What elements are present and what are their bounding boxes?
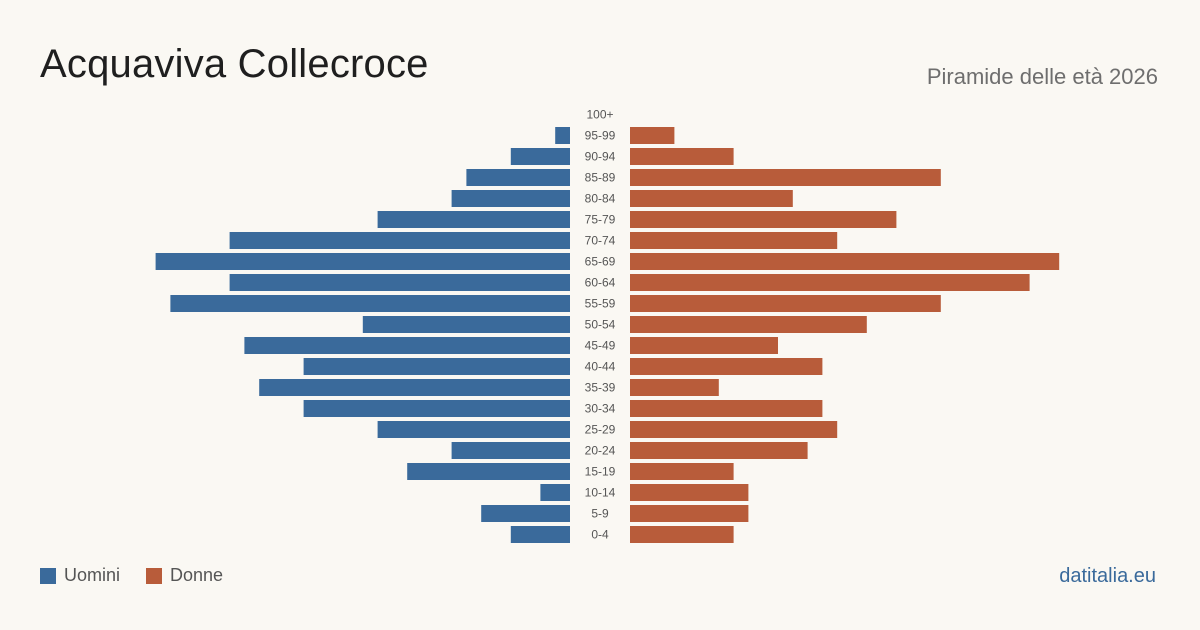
bar-women-80-84 <box>630 190 793 207</box>
bar-women-35-39 <box>630 379 719 396</box>
bar-women-55-59 <box>630 295 941 312</box>
bar-men-60-64 <box>229 274 570 291</box>
bar-women-75-79 <box>630 211 897 228</box>
bar-men-70-74 <box>229 232 570 249</box>
bar-men-50-54 <box>362 316 570 333</box>
bar-men-90-94 <box>510 148 570 165</box>
bar-women-60-64 <box>630 274 1030 291</box>
chart-subtitle: Piramide delle età 2026 <box>926 64 1158 89</box>
bar-women-10-14 <box>630 484 749 501</box>
bar-women-5-9 <box>630 505 749 522</box>
age-label-35-39: 35-39 <box>585 381 616 395</box>
bar-men-65-69 <box>155 253 570 270</box>
brand-link[interactable]: datitalia.eu <box>1059 565 1156 587</box>
bar-men-25-29 <box>377 421 570 438</box>
bar-men-95-99 <box>555 127 570 144</box>
bar-women-85-89 <box>630 169 941 186</box>
age-label-20-24: 20-24 <box>585 444 616 458</box>
bar-women-90-94 <box>630 148 734 165</box>
bar-women-0-4 <box>630 526 734 543</box>
age-label-100plus: 100+ <box>586 108 613 122</box>
age-label-25-29: 25-29 <box>585 423 616 437</box>
age-label-65-69: 65-69 <box>585 255 616 269</box>
bar-women-50-54 <box>630 316 867 333</box>
legend-label-men: Uomini <box>64 565 121 585</box>
bar-men-0-4 <box>510 526 570 543</box>
bar-men-75-79 <box>377 211 570 228</box>
bar-women-65-69 <box>630 253 1060 270</box>
bars-group <box>155 127 1060 543</box>
bar-women-70-74 <box>630 232 838 249</box>
age-label-95-99: 95-99 <box>585 129 616 143</box>
bar-men-55-59 <box>170 295 570 312</box>
bar-men-35-39 <box>259 379 570 396</box>
age-labels-group: 100+ 95-99 90-94 85-89 80-84 75-79 70-74 65-69 6… <box>585 108 616 542</box>
age-label-60-64: 60-64 <box>585 276 616 290</box>
age-label-30-34: 30-34 <box>585 402 616 416</box>
age-label-45-49: 45-49 <box>585 339 616 353</box>
age-label-85-89: 85-89 <box>585 171 616 185</box>
legend-swatch-men <box>40 567 56 584</box>
age-label-15-19: 15-19 <box>585 465 616 479</box>
legend: Uomini Donne <box>40 565 249 586</box>
bar-men-10-14 <box>540 484 570 501</box>
bar-men-45-49 <box>244 337 570 354</box>
age-label-10-14: 10-14 <box>585 486 616 500</box>
bar-women-25-29 <box>630 421 838 438</box>
age-label-55-59: 55-59 <box>585 297 616 311</box>
legend-item-men: Uomini <box>40 565 120 586</box>
bar-men-30-34 <box>303 400 570 417</box>
bar-men-5-9 <box>481 505 570 522</box>
bar-women-15-19 <box>630 463 734 480</box>
age-label-75-79: 75-79 <box>585 213 616 227</box>
legend-label-women: Donne <box>170 565 224 585</box>
age-label-40-44: 40-44 <box>585 360 616 374</box>
age-label-5-9: 5-9 <box>591 507 609 521</box>
bar-men-20-24 <box>451 442 570 459</box>
age-label-80-84: 80-84 <box>585 192 616 206</box>
bar-men-85-89 <box>466 169 570 186</box>
bar-women-45-49 <box>630 337 778 354</box>
bar-men-40-44 <box>303 358 570 375</box>
legend-swatch-women <box>146 567 163 584</box>
age-label-70-74: 70-74 <box>585 234 616 248</box>
age-label-50-54: 50-54 <box>585 318 616 332</box>
legend-item-women: Donne <box>146 565 223 586</box>
bar-men-15-19 <box>407 463 570 480</box>
bar-women-20-24 <box>630 442 808 459</box>
chart-title: Acquaviva Collecroce <box>40 42 429 86</box>
bar-women-30-34 <box>630 400 823 417</box>
age-label-90-94: 90-94 <box>585 150 616 164</box>
bar-women-95-99 <box>630 127 675 144</box>
age-label-0-4: 0-4 <box>591 528 609 542</box>
bar-men-80-84 <box>451 190 570 207</box>
bar-women-40-44 <box>630 358 823 375</box>
